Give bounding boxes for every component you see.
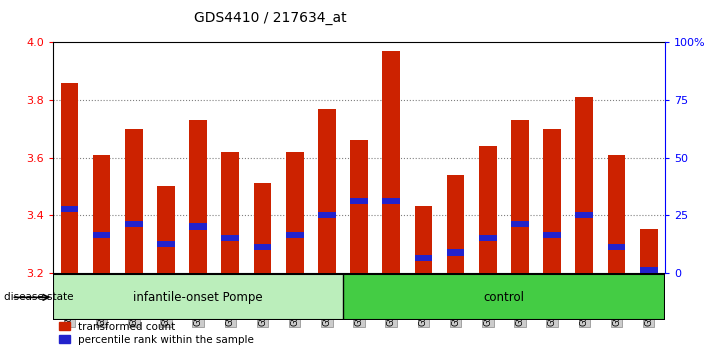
Bar [189, 120, 207, 273]
Bar [92, 232, 110, 238]
Text: control: control [483, 291, 525, 304]
Bar [511, 120, 529, 273]
Bar [125, 221, 143, 227]
Legend: transformed count, percentile rank within the sample: transformed count, percentile rank withi… [55, 317, 258, 349]
Bar [318, 212, 336, 218]
Bar [157, 186, 175, 273]
Bar [343, 274, 665, 320]
Bar [221, 152, 239, 273]
Bar [511, 221, 529, 227]
Bar [318, 109, 336, 273]
Bar [60, 83, 78, 273]
Bar [189, 223, 207, 230]
Bar [640, 229, 658, 273]
Bar [575, 97, 593, 273]
Bar [608, 244, 626, 250]
Bar [254, 183, 272, 273]
Bar [543, 232, 561, 238]
Text: infantile-onset Pompe: infantile-onset Pompe [134, 291, 263, 304]
Bar [640, 267, 658, 273]
Bar [575, 212, 593, 218]
Bar [351, 198, 368, 204]
Bar [415, 255, 432, 261]
Bar [415, 206, 432, 273]
Bar [351, 140, 368, 273]
Text: disease state: disease state [4, 292, 73, 302]
Bar [383, 51, 400, 273]
Bar [608, 155, 626, 273]
Bar [254, 244, 272, 250]
Bar [479, 146, 496, 273]
Bar [92, 155, 110, 273]
Text: GDS4410 / 217634_at: GDS4410 / 217634_at [194, 11, 346, 25]
Bar [53, 274, 343, 320]
Bar [125, 129, 143, 273]
Bar [383, 198, 400, 204]
Bar [286, 232, 304, 238]
Bar [221, 235, 239, 241]
Bar [60, 206, 78, 212]
Bar [543, 129, 561, 273]
Bar [447, 175, 464, 273]
Bar [286, 152, 304, 273]
Bar [447, 249, 464, 256]
Bar [479, 235, 496, 241]
Bar [157, 241, 175, 247]
